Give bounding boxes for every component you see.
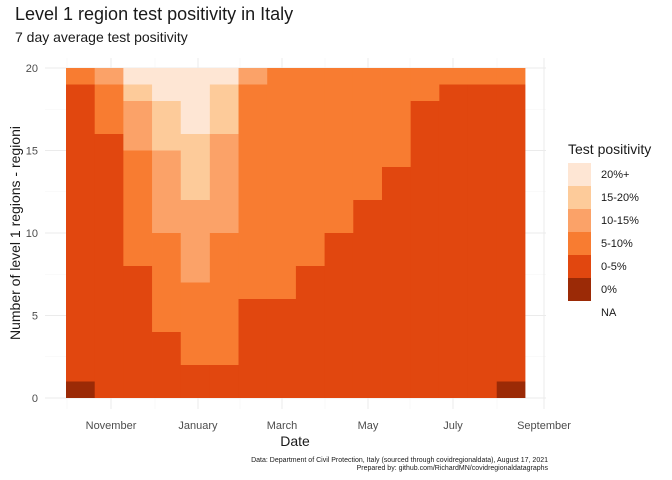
legend-label: 15-20% (601, 191, 639, 204)
legend-item: 0-5% (568, 255, 651, 278)
x-tick-label: November (86, 420, 137, 432)
legend-label: 20%+ (601, 168, 630, 181)
x-tick-label: March (267, 420, 298, 432)
bar-segment-10-15- (152, 150, 182, 233)
bar-segment-0-5- (381, 167, 411, 398)
bar-segment-5-10- (180, 282, 210, 365)
legend-swatch (568, 301, 591, 324)
bar-segment-0-5- (410, 101, 440, 398)
bar-segment-5-10- (381, 68, 411, 167)
bar-segment-10-15- (238, 68, 268, 85)
y-tick-label: 0 (32, 393, 38, 405)
bar-segment-0-5- (438, 84, 469, 398)
bar-segment-0-5- (209, 365, 239, 398)
bar-segment-5-10- (352, 68, 382, 200)
x-axis-title: Date (280, 433, 310, 449)
bar-segment-0-5- (324, 233, 354, 398)
bar-segment-5-10- (467, 68, 497, 85)
legend-item: NA (568, 301, 651, 324)
legend-swatch (568, 232, 591, 255)
bar-segment-0-5- (266, 299, 296, 398)
legend-item: 10-15% (568, 209, 651, 232)
bar-segment-15-20- (152, 101, 182, 151)
bar-segment-15-20- (209, 84, 239, 134)
y-tick-label: 5 (32, 311, 38, 323)
bar-segment-20- (180, 68, 210, 134)
bar-segment-0- (496, 381, 526, 398)
legend-swatch (568, 255, 591, 278)
bar-segment-5-10- (410, 68, 440, 101)
y-tick-label: 20 (26, 63, 38, 75)
bar-segment-5-10- (94, 84, 124, 134)
bar-segment-0-5- (352, 200, 382, 398)
bar-segment-20- (123, 68, 153, 85)
legend-label: 10-15% (601, 214, 639, 227)
bar-segment-15-20- (180, 134, 210, 200)
bar-segment-0-5- (180, 365, 210, 398)
bar-segment-20- (209, 68, 239, 85)
bar-segment-5-10- (266, 68, 296, 299)
legend-item: 15-20% (568, 186, 651, 209)
bar-segment-20- (152, 68, 182, 101)
bar-segment-0- (66, 381, 96, 398)
bar-segment-10-15- (94, 68, 124, 85)
legend-label: 5-10% (601, 237, 633, 250)
bar-segment-0-5- (467, 84, 497, 398)
bar-segment-10-15- (209, 134, 239, 233)
chart-subtitle: 7 day average test positivity (15, 29, 188, 45)
bar-segment-5-10- (66, 68, 96, 85)
y-tick-label: 10 (26, 228, 38, 240)
bar-segment-15-20- (123, 84, 153, 101)
legend-swatch (568, 163, 591, 186)
bar-segment-5-10- (496, 68, 526, 85)
bar-segment-5-10- (324, 68, 354, 233)
bar-segment-0-5- (496, 84, 526, 382)
legend-swatch (568, 209, 591, 232)
bar-segment-0-5- (94, 134, 124, 398)
legend-label: NA (601, 306, 617, 319)
bar-segment-5-10- (438, 68, 469, 85)
bar-segment-5-10- (295, 68, 325, 266)
legend-item: 5-10% (568, 232, 651, 255)
bar-segment-5-10- (152, 233, 182, 332)
legend-title: Test positivity (568, 141, 652, 157)
x-tick-label: May (358, 420, 379, 432)
x-tick-label: January (178, 420, 218, 432)
legend-label: 0-5% (601, 260, 627, 273)
x-tick-label: July (443, 420, 463, 432)
bar-segment-0-5- (123, 266, 153, 398)
chart-title: Level 1 region test positivity in Italy (15, 4, 294, 24)
bar-segment-10-15- (180, 200, 210, 283)
legend-swatch (568, 278, 591, 301)
y-axis-title: Number of level 1 regions - regioni (7, 126, 23, 340)
legend-swatch (568, 186, 591, 209)
legend-item: 20%+ (568, 163, 651, 186)
y-tick-label: 15 (26, 146, 38, 158)
legend: Test positivity 20%+ 15-20% 10-15% 5-10% 0-5… (568, 141, 651, 324)
bar-segment-0-5- (238, 299, 268, 398)
caption-source: Data: Department of Civil Protection, It… (251, 457, 548, 464)
caption-author: Prepared by: github.com/RichardMN/covidr… (356, 465, 548, 472)
bar-segment-0-5- (66, 84, 96, 382)
bar-segment-5-10- (238, 84, 268, 299)
bar-segment-5-10- (123, 150, 153, 266)
bar-segment-0-5- (152, 332, 182, 398)
bar-segment-10-15- (123, 101, 153, 151)
bar-segment-5-10- (209, 233, 239, 365)
bar-segment-0-5- (295, 266, 325, 398)
legend-label: 0% (601, 283, 617, 296)
legend-item: 0% (568, 278, 651, 301)
x-tick-label: September (517, 420, 571, 432)
